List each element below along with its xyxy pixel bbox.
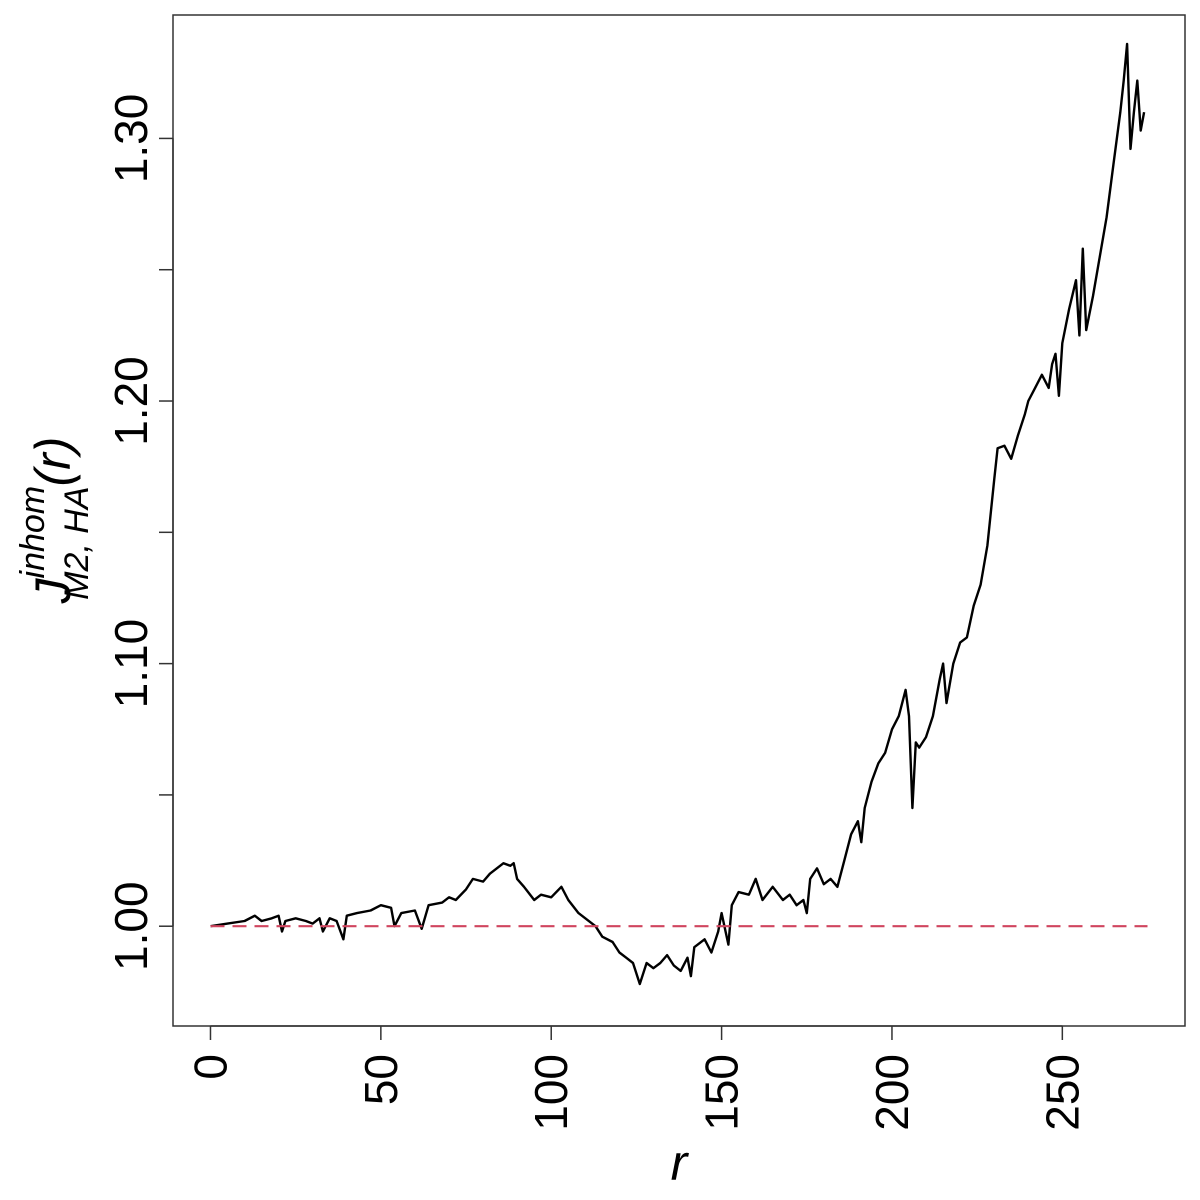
x-axis: 0 50 100 150 200 250 bbox=[184, 1025, 1088, 1131]
y-axis-title-subscript: M2, HA bbox=[58, 486, 96, 599]
data-line bbox=[210, 42, 1146, 986]
y-axis-title-superscript: inhom bbox=[14, 486, 52, 579]
y-axis-title-base: J bbox=[25, 577, 81, 604]
plot-frame bbox=[172, 14, 1186, 1027]
y-tick-label: 1.20 bbox=[105, 356, 157, 446]
series-layer bbox=[210, 42, 1148, 986]
x-tick-label: 200 bbox=[866, 1054, 918, 1131]
x-axis-title: r bbox=[671, 1135, 690, 1191]
y-axis: 1.00 1.10 1.20 1.30 bbox=[105, 94, 174, 971]
y-axis-title: Jinhom M2, HA(r) bbox=[14, 437, 96, 605]
y-tick-label: 1.00 bbox=[105, 881, 157, 971]
x-tick-label: 50 bbox=[355, 1054, 407, 1105]
x-tick-label: 250 bbox=[1036, 1054, 1088, 1131]
y-axis-title-argument: (r) bbox=[25, 437, 81, 487]
y-tick-label: 1.30 bbox=[105, 94, 157, 184]
y-tick-label: 1.10 bbox=[105, 619, 157, 709]
x-tick-label: 150 bbox=[696, 1054, 748, 1131]
x-tick-label: 0 bbox=[184, 1054, 236, 1080]
x-tick-label: 100 bbox=[525, 1054, 577, 1131]
